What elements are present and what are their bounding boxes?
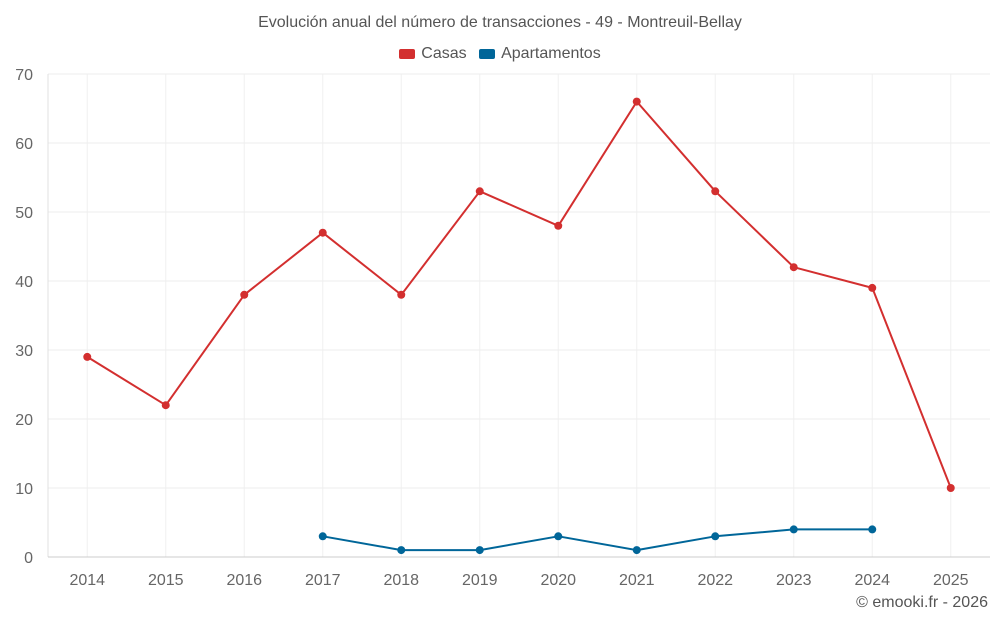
data-point-casas [632, 97, 641, 106]
y-tick-label: 20 [15, 412, 33, 429]
x-tick-label: 2025 [933, 572, 969, 589]
y-tick-label: 10 [15, 481, 33, 498]
x-tick-label: 2015 [148, 572, 184, 589]
x-tick-label: 2014 [69, 572, 105, 589]
data-point-casas [711, 187, 720, 196]
credit-text: © emooki.fr - 2026 [856, 594, 988, 611]
legend-label-casas: Casas [421, 45, 467, 62]
chart-legend: Casas Apartamentos [0, 45, 1000, 64]
data-point-apartamentos [318, 532, 327, 541]
data-point-casas [475, 187, 484, 196]
y-tick-label: 30 [15, 343, 33, 360]
data-point-apartamentos [632, 546, 641, 555]
y-tick-label: 70 [15, 67, 33, 84]
data-point-apartamentos [789, 525, 798, 534]
legend-item-apartamentos[interactable]: Apartamentos [479, 45, 601, 63]
x-tick-label: 2018 [383, 572, 419, 589]
legend-swatch-apartamentos [479, 49, 496, 59]
data-point-casas [161, 401, 170, 410]
x-tick-label: 2024 [854, 572, 890, 589]
x-tick-label: 2022 [697, 572, 733, 589]
x-tick-label: 2016 [226, 572, 262, 589]
y-tick-label: 50 [15, 205, 33, 222]
x-tick-label: 2020 [540, 572, 576, 589]
y-tick-label: 0 [24, 550, 33, 567]
data-point-apartamentos [711, 532, 720, 541]
legend-label-apartamentos: Apartamentos [501, 45, 601, 62]
data-point-casas [83, 352, 92, 361]
y-tick-label: 60 [15, 136, 33, 153]
data-point-casas [240, 290, 249, 299]
y-tick-label: 40 [15, 274, 33, 291]
x-tick-label: 2017 [305, 572, 341, 589]
data-point-casas [946, 484, 955, 492]
data-point-casas [868, 283, 877, 292]
chart-title: Evolución anual del número de transaccio… [258, 14, 742, 31]
legend-item-casas[interactable]: Casas [399, 45, 467, 63]
data-point-casas [789, 263, 798, 272]
data-point-casas [554, 221, 563, 230]
series-line-casas [86, 100, 952, 489]
data-point-apartamentos [397, 546, 406, 555]
x-tick-label: 2023 [776, 572, 812, 589]
x-tick-label: 2021 [619, 572, 655, 589]
x-tick-label: 2019 [462, 572, 498, 589]
data-point-casas [397, 290, 406, 299]
data-point-apartamentos [868, 525, 877, 534]
data-point-casas [318, 228, 327, 237]
series-line-apartamentos [322, 528, 873, 552]
data-point-apartamentos [475, 546, 484, 555]
legend-swatch-casas [399, 49, 416, 59]
data-point-apartamentos [554, 532, 563, 541]
